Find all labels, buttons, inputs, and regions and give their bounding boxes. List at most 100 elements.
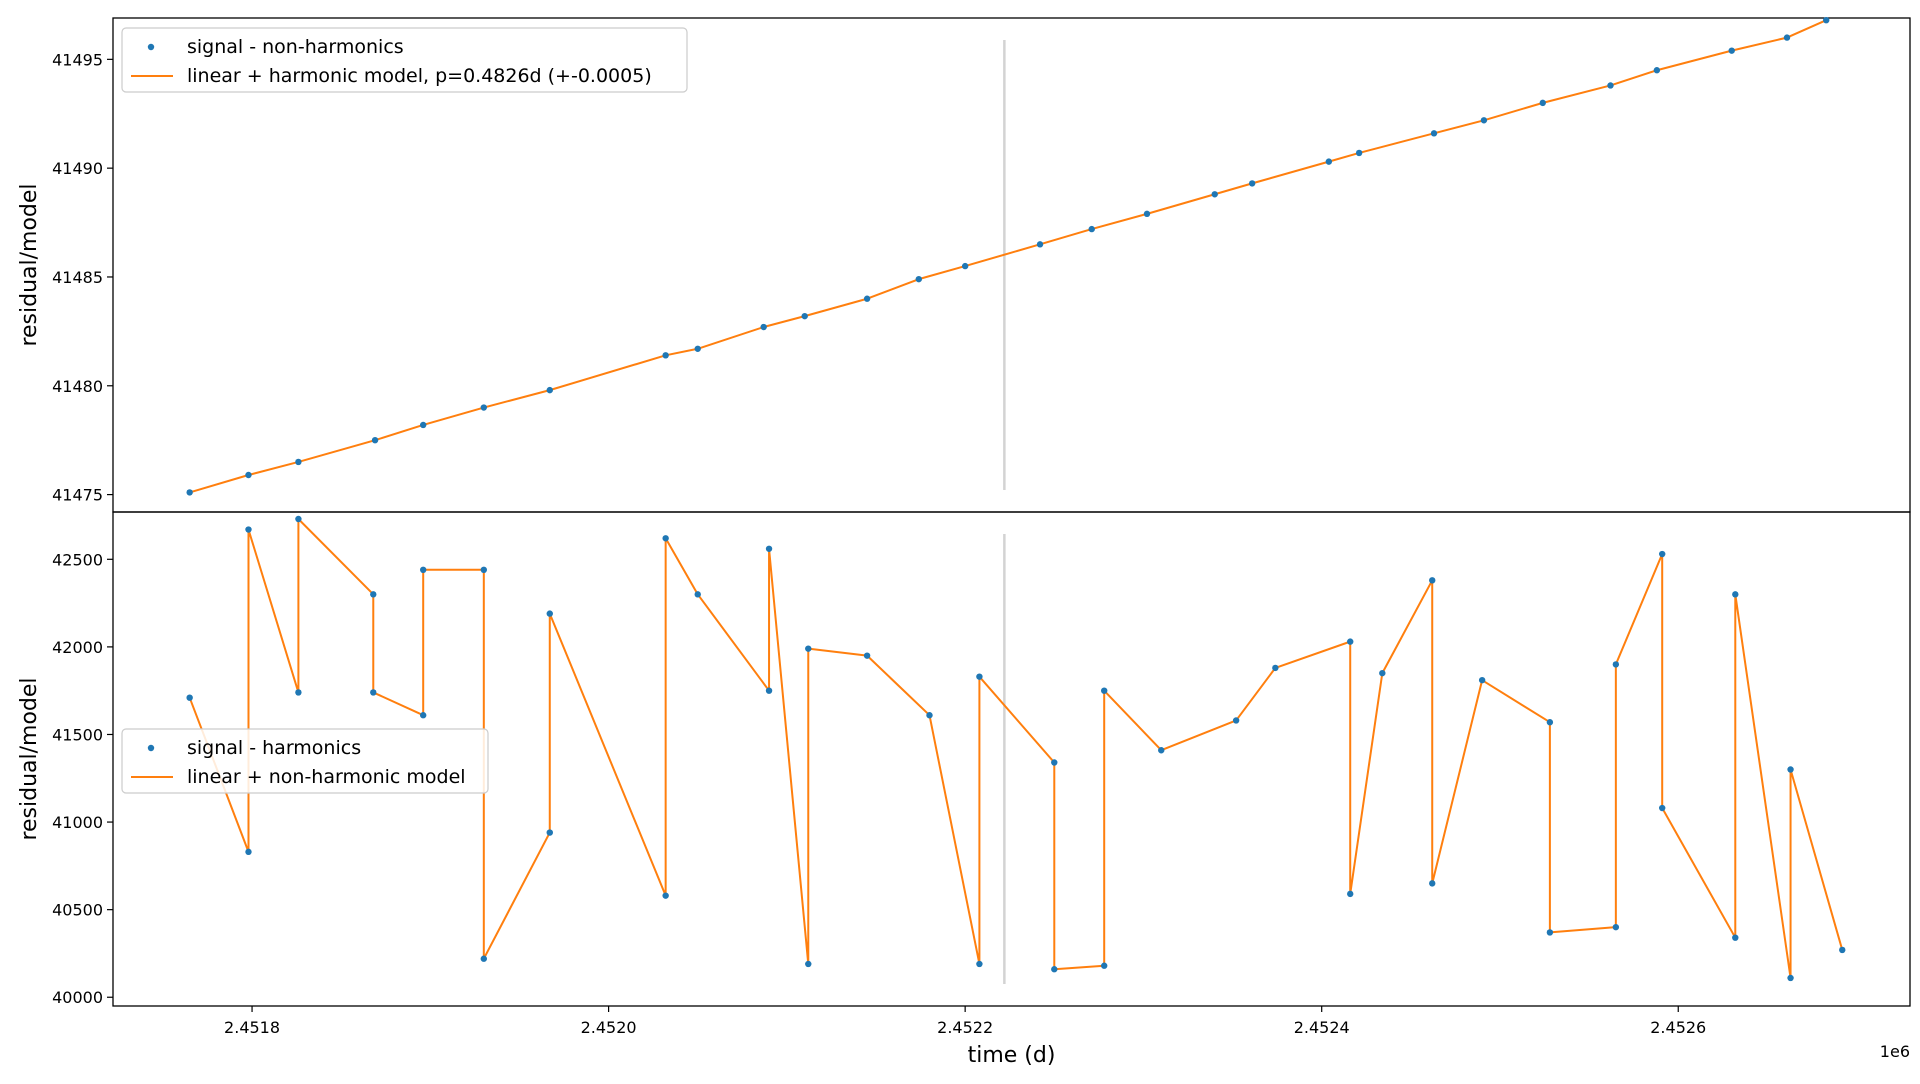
data-point: [1658, 550, 1666, 558]
y-tick-label: 41490: [52, 159, 103, 178]
data-point: [662, 892, 669, 899]
y-tick-label: 42000: [52, 638, 103, 657]
data-point: [765, 545, 773, 552]
axes-frame: [112, 511, 1911, 1007]
data-point: [1787, 766, 1794, 773]
data-point: [1379, 669, 1386, 677]
data-point: [1787, 974, 1794, 982]
y-axis-label: residual/model: [17, 183, 42, 346]
data-point: [915, 275, 922, 283]
legend-frame: [121, 27, 688, 93]
data-point: [245, 471, 252, 479]
x-axis-offset-label: 1e6: [1880, 1042, 1910, 1061]
legend: signal - harmonics linear + non-harmonic …: [121, 728, 489, 794]
data-point: [976, 673, 983, 680]
legend: signal - non-harmonics linear + harmonic …: [121, 27, 688, 93]
legend-marker-dot: [147, 43, 155, 51]
data-point: [1732, 934, 1739, 941]
data-point: [245, 848, 252, 856]
data-point: [295, 458, 302, 466]
y-tick-label: 41000: [52, 813, 103, 832]
data-point: [1478, 676, 1486, 684]
data-point: [480, 955, 488, 962]
data-point: [1612, 661, 1620, 668]
bottom-panel: 40000 40500 41000 41500 42000 42500 residual/m…: [17, 511, 1911, 1068]
data-point: [1248, 180, 1256, 187]
data-point: [419, 566, 427, 574]
data-point: [1088, 225, 1095, 233]
data-point: [1101, 687, 1108, 694]
data-point: [370, 689, 377, 696]
data-point: [1607, 82, 1614, 89]
data-point: [1429, 880, 1436, 887]
legend-entry-label: linear + non-harmonic model: [187, 766, 466, 788]
data-point: [480, 566, 488, 574]
data-point: [662, 352, 669, 359]
data-point: [1232, 717, 1240, 724]
data-point: [1728, 47, 1735, 54]
data-point: [1430, 130, 1438, 137]
data-point: [1546, 719, 1554, 726]
y-axis-label: residual/model: [17, 677, 42, 840]
data-point: [765, 687, 773, 694]
data-point: [1347, 890, 1354, 898]
data-point: [1429, 577, 1436, 584]
legend-entry-label: linear + harmonic model, p=0.4826d (+-0.…: [187, 65, 652, 87]
legend-marker-dot: [147, 744, 155, 752]
y-tick-label: 40000: [52, 988, 103, 1007]
data-point: [1158, 747, 1165, 754]
data-point: [1325, 158, 1333, 165]
data-point: [186, 489, 193, 496]
data-point: [1539, 99, 1546, 107]
x-tick-label: 2.4522: [937, 1018, 993, 1037]
x-tick-label: 2.4518: [224, 1018, 280, 1037]
top-panel: 41475 41480 41485 41490 41495 residual/model s…: [17, 16, 1911, 513]
x-tick-label: 2.4526: [1650, 1018, 1706, 1037]
legend-frame: [121, 728, 489, 794]
data-point: [186, 694, 193, 701]
y-tick-label: 41500: [52, 725, 103, 744]
data-point: [805, 645, 812, 652]
data-point: [1653, 67, 1661, 74]
data-point: [1546, 929, 1554, 936]
data-point: [1839, 946, 1846, 954]
y-tick-label: 42500: [52, 550, 103, 569]
data-point: [371, 436, 379, 444]
legend-entry-label: signal - harmonics: [187, 737, 361, 759]
data-point: [295, 689, 302, 696]
x-tick-label: 2.4524: [1294, 1018, 1350, 1037]
data-point: [1480, 117, 1488, 124]
data-point: [1272, 664, 1279, 672]
y-tick-label: 40500: [52, 901, 103, 920]
data-point: [295, 515, 302, 523]
data-point: [1732, 591, 1739, 598]
data-point: [1347, 638, 1354, 645]
data-point: [863, 295, 871, 302]
y-tick-label: 41475: [52, 486, 103, 505]
data-point: [1612, 923, 1620, 931]
data-point: [546, 386, 553, 394]
y-tick-label: 41480: [52, 377, 103, 396]
data-point: [370, 591, 377, 598]
data-point: [1355, 149, 1363, 157]
data-point: [926, 712, 933, 719]
data-point: [863, 652, 871, 659]
data-point: [245, 526, 252, 533]
x-tick-label: 2.4520: [581, 1018, 637, 1037]
data-point: [419, 421, 427, 429]
data-point: [480, 404, 488, 411]
data-point: [419, 712, 427, 719]
data-point: [760, 323, 767, 331]
y-tick-label: 41495: [52, 50, 103, 69]
data-point: [1051, 966, 1058, 973]
data-point: [961, 262, 969, 270]
data-point: [801, 312, 808, 320]
data-point: [694, 345, 701, 352]
data-point: [1783, 34, 1791, 41]
model-line: [188, 518, 1844, 979]
y-tick-label: 41485: [52, 268, 103, 287]
data-point: [546, 829, 553, 836]
data-point: [1036, 241, 1044, 248]
